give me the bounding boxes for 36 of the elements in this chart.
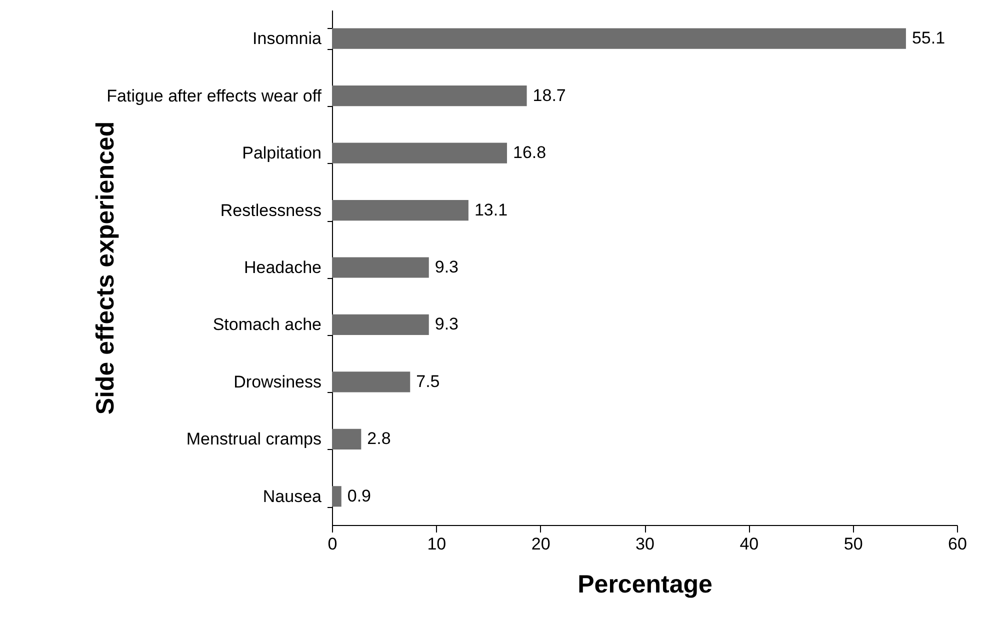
y-tick-label: Drowsiness bbox=[234, 372, 322, 392]
data-label: 0.9 bbox=[347, 486, 372, 506]
x-tick-label: 60 bbox=[948, 534, 967, 554]
data-label: 9.3 bbox=[434, 314, 459, 334]
bar bbox=[332, 257, 429, 278]
bar bbox=[332, 142, 507, 164]
x-tick-label: 20 bbox=[531, 534, 550, 554]
data-label: 7.5 bbox=[416, 372, 440, 391]
bar bbox=[332, 372, 410, 392]
bar bbox=[332, 428, 362, 450]
x-tick-label: 0 bbox=[328, 534, 338, 554]
bar bbox=[332, 200, 468, 221]
x-tick-label: 40 bbox=[740, 534, 759, 554]
bar bbox=[332, 28, 906, 49]
bar bbox=[332, 486, 342, 507]
bar bbox=[332, 86, 527, 106]
data-label: 55.1 bbox=[912, 28, 946, 48]
data-label: 13.1 bbox=[474, 200, 508, 220]
x-axis-title: Percentage bbox=[578, 570, 712, 598]
data-label: 2.8 bbox=[367, 429, 391, 448]
y-tick-label: Nausea bbox=[262, 486, 322, 506]
y-tick-label: Palpitation bbox=[242, 144, 322, 163]
y-tick-label: Stomach ache bbox=[212, 315, 322, 334]
data-label: 9.3 bbox=[434, 258, 459, 276]
y-tick-label: Restlessness bbox=[220, 200, 322, 220]
y-axis-title: Side effects experienced bbox=[92, 121, 120, 415]
data-label: 16.8 bbox=[513, 143, 546, 162]
bar bbox=[332, 314, 429, 336]
y-tick-label: Menstrual cramps bbox=[186, 430, 322, 449]
y-tick-label: Fatigue after effects wear off bbox=[106, 86, 322, 106]
data-label: 18.7 bbox=[532, 86, 566, 105]
y-tick-label: Headache bbox=[244, 258, 322, 277]
y-tick-label: Insomnia bbox=[252, 29, 322, 48]
x-tick-label: 10 bbox=[427, 534, 446, 554]
x-tick-label: 50 bbox=[844, 534, 863, 554]
x-tick-label: 30 bbox=[636, 534, 654, 554]
